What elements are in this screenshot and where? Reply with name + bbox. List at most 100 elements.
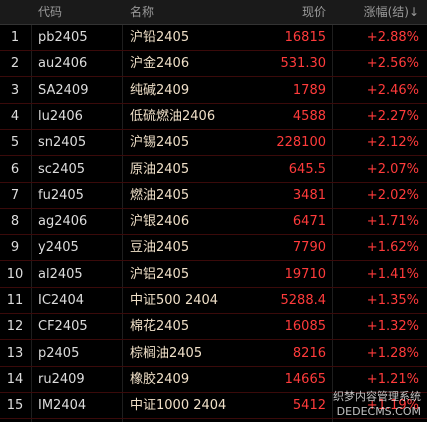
contract-name: 沪金2406 [130, 56, 190, 72]
row-index: 4 [10, 108, 20, 124]
quote-row[interactable]: 1 pb2405 沪铅2405 16815 +2.88% [0, 25, 427, 51]
quote-row[interactable]: 3 SA2409 纯碱2409 1789 +2.46% [0, 78, 427, 104]
column-divider [332, 0, 333, 422]
last-price: 7790 [292, 240, 326, 256]
watermark: DEDECMS.COM [336, 405, 421, 418]
last-price: 4588 [292, 108, 326, 124]
contract-code: IM2404 [38, 398, 87, 414]
quote-row[interactable]: 6 sc2405 原油2405 645.5 +2.07% [0, 157, 427, 183]
contract-name: 沪铅2405 [130, 30, 190, 45]
row-index: 5 [10, 135, 20, 151]
last-price: 6471 [292, 214, 326, 230]
change-percent: +1.41% [366, 266, 419, 282]
last-price: 531.30 [280, 56, 327, 72]
row-index: 8 [10, 214, 20, 230]
column-divider [122, 0, 123, 422]
change-percent: +1.21% [366, 371, 419, 387]
last-price: 645.5 [288, 161, 326, 177]
contract-name: 沪铝2405 [130, 266, 190, 282]
contract-code: SA2409 [38, 82, 89, 98]
column-divider [31, 0, 32, 422]
change-percent: +1.28% [366, 345, 419, 361]
quote-row[interactable]: 5 sn2405 沪锡2405 228100 +2.12% [0, 130, 427, 157]
change-percent: +1.71% [366, 214, 419, 230]
contract-code: ag2406 [38, 214, 88, 230]
change-percent: +2.07% [366, 161, 419, 177]
quote-row[interactable]: 4 lu2406 低硫燃油2406 4588 +2.27% [0, 104, 427, 130]
header-cell[interactable]: 名称 [130, 5, 155, 19]
row-index: 13 [6, 345, 24, 361]
row-index: 9 [10, 240, 20, 256]
contract-code: sc2405 [38, 161, 86, 177]
watermark: 织梦内容管理系统 [333, 390, 421, 403]
row-index: 12 [6, 319, 24, 335]
row-index: 14 [6, 371, 24, 387]
row-index: 6 [10, 161, 20, 177]
contract-name: 橡胶2409 [130, 371, 190, 387]
contract-code: fu2405 [38, 187, 84, 203]
contract-code: ru2409 [38, 371, 85, 387]
last-price: 16815 [284, 30, 326, 45]
row-index: 2 [10, 56, 20, 72]
contract-name: 豆油2405 [130, 240, 190, 256]
header-cell[interactable]: 代码 [38, 5, 63, 19]
quote-row[interactable]: 15 IM2404 中证1000 2404 5412 +1.19% [0, 393, 427, 420]
quote-row[interactable]: 11 IC2404 中证500 2404 5288.4 +1.35% [0, 288, 427, 314]
change-percent: +1.32% [366, 319, 419, 335]
row-index: 15 [6, 398, 24, 414]
contract-name: 中证1000 2404 [130, 398, 227, 414]
header-cell[interactable]: 涨幅(结)↓ [363, 5, 419, 19]
row-index: 3 [10, 82, 20, 98]
last-price: 3481 [292, 187, 326, 203]
contract-name: 中证500 2404 [130, 293, 219, 308]
quote-row[interactable]: 2 au2406 沪金2406 531.30 +2.56% [0, 51, 427, 78]
header-row: 代码 名称 现价 涨幅(结)↓ [0, 0, 427, 25]
contract-name: 棕榈油2405 [130, 345, 203, 361]
contract-name: 低硫燃油2406 [130, 108, 216, 124]
contract-name: 沪锡2405 [130, 135, 190, 151]
quote-row[interactable]: 12 CF2405 棉花2405 16085 +1.32% [0, 314, 427, 341]
last-price: 8216 [292, 345, 326, 361]
last-price: 16085 [284, 319, 326, 335]
row-index: 1 [10, 30, 20, 45]
last-price: 1789 [292, 82, 326, 98]
last-price: 228100 [276, 135, 326, 151]
contract-code: CF2405 [38, 319, 88, 335]
contract-code: au2406 [38, 56, 88, 72]
contract-code: pb2405 [38, 30, 88, 45]
header-cell[interactable]: 现价 [301, 5, 326, 19]
quote-row[interactable]: 7 fu2405 燃油2405 3481 +2.02% [0, 183, 427, 209]
quote-row[interactable]: 10 al2405 沪铝2405 19710 +1.41% [0, 262, 427, 288]
contract-name: 燃油2405 [130, 187, 190, 203]
change-percent: +1.19% [366, 398, 419, 414]
change-percent: +2.56% [366, 56, 419, 72]
contract-code: IC2404 [38, 293, 84, 308]
last-price: 14665 [284, 371, 326, 387]
change-percent: +2.88% [366, 30, 419, 45]
row-index: 11 [6, 293, 24, 308]
quote-row[interactable]: 9 y2405 豆油2405 7790 +1.62% [0, 235, 427, 262]
contract-code: p2405 [38, 345, 80, 361]
change-percent: +2.12% [366, 135, 419, 151]
contract-code: sn2405 [38, 135, 87, 151]
change-percent: +2.27% [366, 108, 419, 124]
change-percent: +1.35% [366, 293, 419, 308]
quote-row[interactable]: 14 ru2409 橡胶2409 14665 +1.21% [0, 367, 427, 393]
last-price: 19710 [284, 266, 326, 282]
contract-name: 原油2405 [130, 161, 190, 177]
contract-name: 纯碱2409 [130, 82, 190, 98]
contract-code: lu2406 [38, 108, 83, 124]
last-price: 5412 [292, 398, 326, 414]
row-index: 10 [6, 266, 24, 282]
quote-row[interactable]: 13 p2405 棕榈油2405 8216 +1.28% [0, 341, 427, 367]
change-percent: +2.02% [366, 187, 419, 203]
change-percent: +1.62% [366, 240, 419, 256]
row-index: 7 [10, 187, 20, 203]
change-percent: +2.46% [366, 82, 419, 98]
contract-name: 沪银2406 [130, 214, 190, 230]
contract-name: 棉花2405 [130, 319, 190, 335]
contract-code: y2405 [38, 240, 79, 256]
contract-code: al2405 [38, 266, 83, 282]
quote-row[interactable]: 8 ag2406 沪银2406 6471 +1.71% [0, 209, 427, 236]
